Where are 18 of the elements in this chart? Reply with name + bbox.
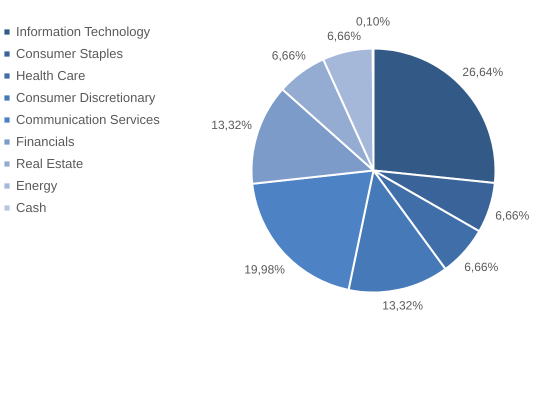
legend-label: Energy <box>16 178 58 193</box>
data-label: 19,98% <box>244 262 286 276</box>
legend-label: Cash <box>16 200 46 215</box>
data-label: 6,66% <box>327 29 362 44</box>
legend-label: Real Estate <box>16 156 84 171</box>
legend-label: Communication Services <box>16 112 160 127</box>
legend-label: Consumer Discretionary <box>16 90 156 105</box>
data-label: 13,32% <box>211 118 252 132</box>
legend-label: Financials <box>16 134 75 149</box>
data-label: 6,66% <box>495 208 530 222</box>
data-label: 6,66% <box>464 260 499 274</box>
legend-label: Health Care <box>16 68 86 83</box>
data-label: 0,10% <box>356 14 390 28</box>
legend-label: Information Technology <box>16 24 150 39</box>
legend-label: Consumer Staples <box>16 46 123 61</box>
data-label: 26,64% <box>462 64 504 79</box>
data-label: 6,66% <box>272 48 306 62</box>
data-label: 13,32% <box>382 298 424 313</box>
